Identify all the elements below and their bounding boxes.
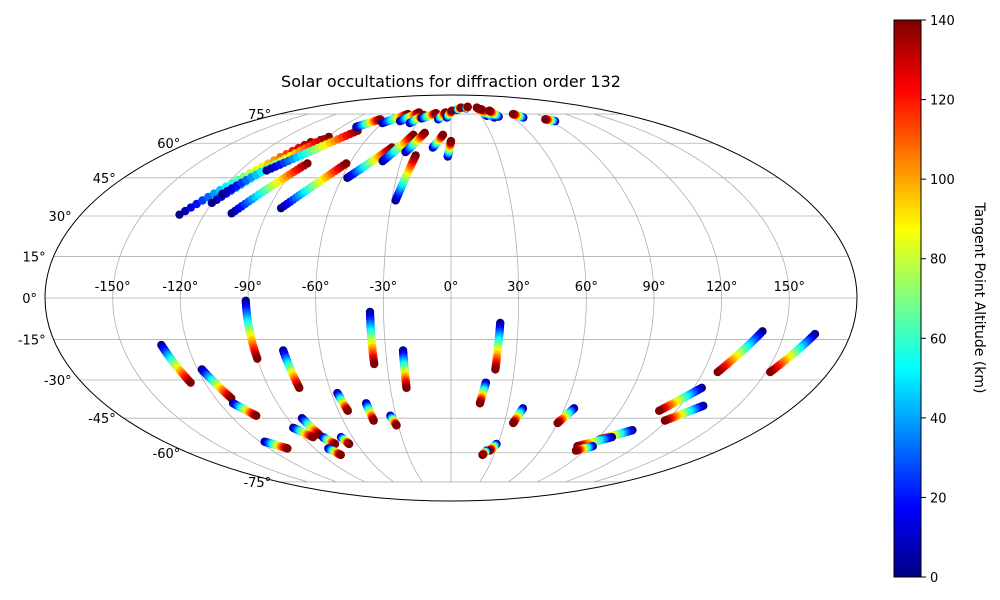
lon-gridline [565,113,723,483]
lon-gridline [179,113,337,483]
occultation-point [330,439,340,449]
lat-tick-label: 45° [93,172,116,187]
lon-tick-label: 150° [774,280,805,295]
occultation-point [571,446,581,455]
lon-tick-label: -120° [162,280,198,295]
occultation-point [344,439,354,449]
longitude-tick-labels: -150° -120° -90° -60° -30° 0° 30° 60° 90° 120° 150… [95,280,805,295]
occultation-point [370,359,379,369]
lat-tick-label: 30° [49,210,72,225]
graticule-grid [45,113,857,483]
lat-tick-label: -60° [153,447,181,462]
occultation-point [438,130,448,140]
lat-tick-label: 60° [157,137,180,152]
lon-tick-label: 60° [575,280,598,295]
occultation-point [475,399,485,408]
occultation-point [308,432,318,442]
occultation-point [369,416,378,425]
occultation-point [336,450,345,460]
lat-tick-label: 15° [23,250,46,265]
occultation-point [485,106,494,115]
occultation-point [446,136,456,146]
occultation-point [766,367,775,377]
lat-tick-label: -15° [18,334,46,349]
latitude-tick-labels: 75° 60° 45° 30° 15° 0° -15° -30° -45° -60° -75° [18,108,271,491]
occultation-point [411,151,420,160]
occultation-point [392,421,401,430]
occultation-point [476,104,485,114]
lon-tick-label: 0° [444,280,459,295]
lon-gridline [479,113,520,483]
colorbar-tick-label: 60 [930,332,947,347]
lon-gridline [382,113,423,483]
lon-gridline [536,113,655,483]
lat-tick-label: -75° [243,476,271,491]
occultation-point [713,367,722,377]
occultation-point [491,365,500,374]
occultation-point [463,102,472,112]
lon-tick-label: 120° [706,280,737,295]
occultation-point [252,411,261,420]
colorbar-tick-label: 40 [930,412,947,427]
occultation-point [303,159,312,168]
occultation-point [508,109,518,119]
lon-gridline [508,113,587,483]
occultation-points [157,102,820,460]
colorbar-tick-label: 80 [930,253,947,268]
occultation-point [654,406,664,415]
lon-gridline [594,113,790,483]
colorbar-tick-label: 120 [930,94,955,109]
lat-tick-label: -30° [44,374,72,389]
colorbar-tick-label: 140 [930,14,955,29]
lat-tick-label: -45° [88,412,116,427]
occultation-point [660,416,670,425]
colorbar-tick-label: 20 [930,491,947,506]
lat-tick-label: 75° [248,108,271,123]
colorbar-tick-label: 0 [930,571,938,586]
colorbar-ticks: 0 20 40 60 80 100 120 140 [921,14,955,586]
map-boundary [44,94,858,502]
occultation-point [541,115,550,124]
lat-tick-label: 0° [22,292,37,307]
occultation-point [553,418,562,428]
lon-tick-label: -90° [234,280,262,295]
lon-tick-label: -150° [95,280,131,295]
occultation-point [342,159,351,168]
occultation-point [186,378,195,387]
occultation-point [253,354,262,363]
occultation-point [478,450,487,460]
lon-tick-label: -60° [302,280,330,295]
occultation-point [343,406,353,415]
colorbar-label: Tangent Point Altitude (km) [971,201,987,393]
colorbar [893,19,922,578]
lon-tick-label: 90° [642,280,665,295]
lon-tick-label: -30° [369,280,397,295]
lon-tick-label: 30° [507,280,530,295]
occultation-point [295,383,304,393]
colorbar-tick-label: 100 [930,173,955,188]
lon-gridline [112,113,308,483]
occultation-point [508,418,518,428]
occultation-point [420,128,429,137]
occultation-point [283,444,292,453]
occultation-point [402,383,411,393]
chart-title: Solar occultations for diffraction order… [281,72,621,91]
